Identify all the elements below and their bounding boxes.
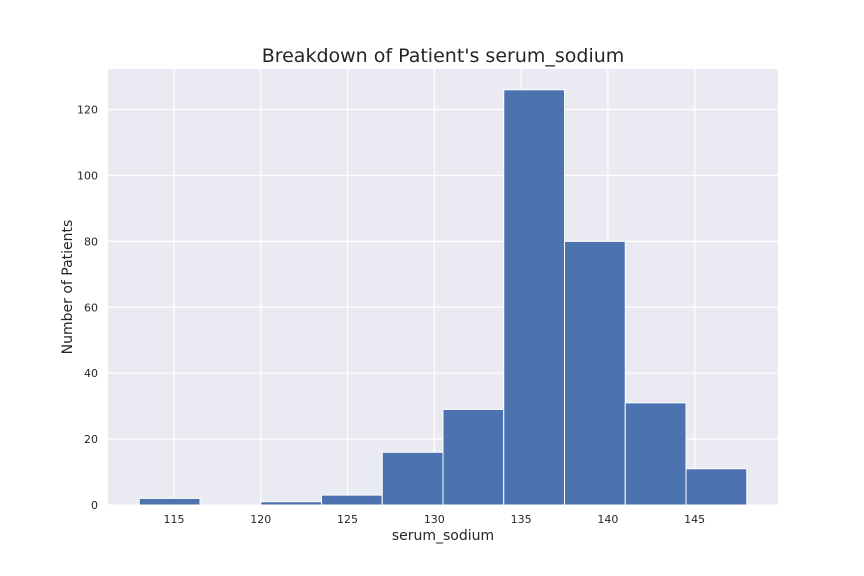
x-tick-label: 145 bbox=[684, 513, 705, 526]
x-tick-label: 115 bbox=[163, 513, 184, 526]
chart-title: Breakdown of Patient's serum_sodium bbox=[262, 45, 625, 67]
gridlines bbox=[108, 69, 778, 506]
histogram-bars bbox=[138, 89, 748, 506]
y-axis-ticks: 0 20 40 60 80 100 120 bbox=[77, 104, 98, 512]
y-tick-label: 80 bbox=[84, 235, 98, 248]
y-tick-label: 60 bbox=[84, 301, 98, 314]
y-tick-label: 40 bbox=[84, 367, 98, 380]
histogram-bar bbox=[138, 497, 201, 506]
x-tick-label: 140 bbox=[597, 513, 618, 526]
histogram-bar bbox=[564, 240, 626, 506]
y-tick-label: 100 bbox=[77, 169, 98, 182]
histogram-bar bbox=[320, 494, 383, 506]
histogram-bar bbox=[381, 451, 444, 506]
y-tick-label: 20 bbox=[84, 433, 98, 446]
y-tick-label: 120 bbox=[77, 104, 98, 117]
histogram-bar bbox=[685, 468, 748, 506]
histogram-bar bbox=[624, 402, 687, 506]
x-tick-label: 130 bbox=[424, 513, 445, 526]
histogram-bar bbox=[503, 89, 566, 506]
y-axis-label: Number of Patients bbox=[60, 220, 76, 355]
x-axis-ticks: 115 120 125 130 135 140 145 bbox=[163, 513, 705, 526]
x-tick-label: 135 bbox=[511, 513, 532, 526]
histogram-bar bbox=[442, 408, 505, 506]
histogram-bar bbox=[260, 501, 322, 506]
y-tick-label: 0 bbox=[91, 499, 98, 512]
x-axis-label: serum_sodium bbox=[392, 528, 494, 544]
x-tick-label: 125 bbox=[337, 513, 358, 526]
x-tick-label: 120 bbox=[250, 513, 271, 526]
